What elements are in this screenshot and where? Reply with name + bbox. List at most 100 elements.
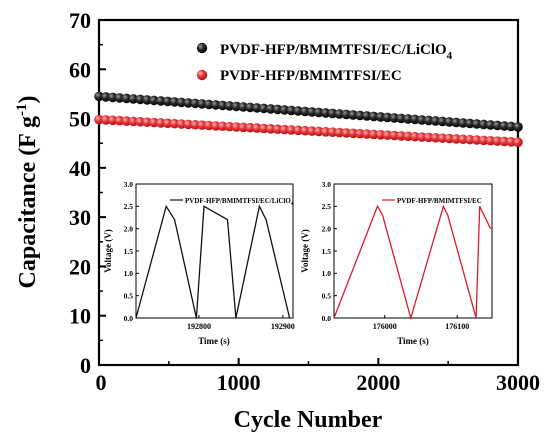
series-2-point (231, 122, 242, 132)
series-1-point (107, 92, 118, 103)
main-y-tick-label: 10 (69, 304, 91, 329)
series-2-point (293, 125, 303, 136)
series-2-point (107, 115, 118, 126)
series-1-point (307, 107, 317, 117)
main-x-tick-label: 2000 (356, 370, 400, 395)
main-y-tick-label: 30 (69, 205, 91, 230)
series-1-point (121, 93, 132, 104)
series-1-point (410, 114, 420, 125)
main-x-tick-label: 0 (96, 370, 107, 395)
series-2-point (465, 134, 475, 145)
series-2-point (156, 118, 166, 128)
inset-1-y-tick-label: 0.5 (124, 291, 134, 300)
series-2-point (355, 128, 365, 139)
series-2-point (499, 136, 510, 147)
series-1-point (375, 112, 386, 122)
series-2-point (430, 132, 441, 143)
series-2-point (478, 135, 489, 146)
series-2-point (224, 121, 235, 132)
series-1-point (231, 101, 242, 112)
inset-1-x-tick-label: 192900 (271, 322, 295, 331)
series-1-point (458, 118, 468, 128)
series-1-point (114, 93, 125, 103)
series-2-point (389, 130, 400, 141)
series-1-point (300, 106, 310, 117)
inset-1-y-tick-label: 1.0 (124, 269, 134, 278)
series-2-point (444, 133, 455, 144)
main-y-tick-label: 70 (69, 8, 91, 33)
series-1-point (265, 104, 276, 114)
main-y-tick-label: 50 (69, 107, 91, 132)
series-1-point (451, 117, 461, 128)
series-2-point (314, 126, 324, 137)
series-1-point (149, 95, 159, 106)
inset-1-y-tick-label: 1.5 (124, 247, 134, 256)
inset-2-y-tick-label: 1.0 (322, 269, 332, 278)
series-1-point (368, 111, 379, 122)
series-1-point (279, 105, 290, 115)
inset-1-y-tick-label: 0.0 (124, 314, 134, 323)
series-2-point (135, 116, 146, 127)
legend-label-series-2: PVDF-HFP/BMIMTFSI/EC (220, 68, 402, 84)
series-1-point (210, 100, 221, 110)
series-2-point (506, 137, 516, 147)
series-2-point (403, 131, 413, 142)
inset-2-y-tick-label: 0.0 (322, 314, 332, 323)
series-1-point (389, 113, 400, 123)
series-1-point (465, 118, 475, 129)
series-2-point (128, 116, 139, 127)
series-2-point (396, 131, 407, 141)
series-2-point (327, 127, 338, 137)
series-1-point (286, 105, 297, 116)
series-2-point (149, 117, 159, 128)
series-2-point (341, 128, 352, 138)
series-2-point (210, 121, 221, 131)
inset-1-legend-label: PVDF-HFP/BMIMTFSI/EC/LiClO4 (185, 197, 294, 207)
series-1-point (444, 117, 455, 127)
series-2-point (176, 119, 187, 129)
series-1-point (272, 104, 283, 115)
series-2-point (458, 134, 468, 145)
series-1-point (204, 99, 214, 110)
inset-2-y-tick-label: 0.5 (322, 291, 332, 300)
series-1-point (478, 119, 489, 130)
inset-2-x-tick-label: 176000 (373, 322, 397, 331)
series-2-point (485, 135, 496, 146)
inset-2-y-axis-label: Voltage (V) (300, 229, 310, 272)
series-2-point (217, 121, 228, 132)
series-1-point (217, 100, 228, 111)
series-1-point (183, 98, 194, 108)
inset-1-plot-area (135, 183, 294, 319)
inset-2-y-tick-label: 3.0 (322, 180, 332, 189)
series-2-point (362, 129, 372, 139)
series-1-point (513, 122, 523, 132)
series-1-point (197, 99, 207, 109)
series-2-point (197, 120, 207, 130)
series-1-point (437, 116, 448, 127)
inset-2-line-series (333, 204, 492, 321)
series-2-point (121, 116, 132, 126)
inset-2-x-tick-label: 176100 (445, 322, 469, 331)
main-x-tick-label: 1000 (217, 370, 261, 395)
main-legend: PVDF-HFP/BMIMTFSI/EC/LiClO4 PVDF-HFP/BMI… (196, 42, 453, 84)
series-2-point (451, 134, 461, 144)
main-y-tick-label: 0 (80, 353, 91, 378)
series-2-point (272, 124, 283, 135)
series-1-point (245, 102, 255, 113)
series-1-point (176, 97, 187, 108)
series-1-point (224, 101, 235, 111)
series-1-point (238, 102, 249, 112)
series-2-point (204, 120, 214, 131)
series-2-point (375, 129, 386, 140)
series-1-point (382, 112, 393, 123)
series-2-point (423, 132, 434, 143)
series-2-point (265, 124, 276, 134)
inset-1-x-tick-label: 192800 (187, 322, 211, 331)
inset-2-x-axis-label: Time (s) (397, 336, 429, 346)
inset-chart-2: 0.0 0.5 1.0 1.5 2.0 2.5 3.0 176000 176100 PVDF-H… (300, 180, 493, 346)
main-x-tick-label: 3000 (496, 370, 540, 395)
series-2-point (169, 118, 180, 129)
series-2-point (94, 114, 104, 125)
main-scatter-series (94, 91, 523, 148)
